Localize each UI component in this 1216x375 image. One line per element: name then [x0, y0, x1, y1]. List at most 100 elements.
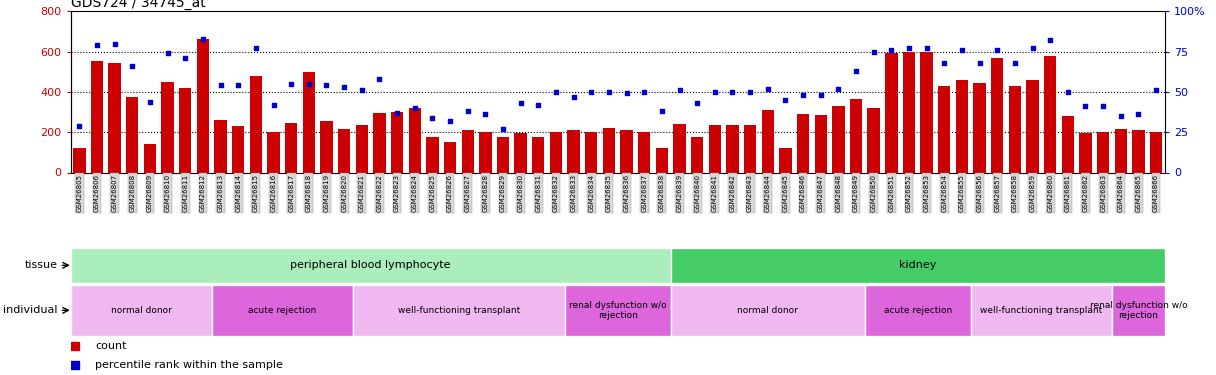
Bar: [655, 148, 668, 172]
Text: GSM26862: GSM26862: [1082, 174, 1088, 212]
Bar: [197, 39, 209, 172]
Point: [863, 49, 883, 55]
Text: GSM26866: GSM26866: [1153, 174, 1159, 212]
Point: [140, 99, 159, 105]
Text: renal dysfunction w/o
rejection: renal dysfunction w/o rejection: [569, 301, 666, 320]
Bar: [73, 148, 85, 172]
Bar: [126, 97, 139, 172]
Bar: [1150, 132, 1162, 172]
Text: GSM26817: GSM26817: [288, 174, 294, 212]
Point: [758, 86, 777, 92]
Bar: [338, 129, 350, 173]
Text: GSM26837: GSM26837: [641, 174, 647, 212]
Text: GSM26829: GSM26829: [500, 174, 506, 212]
Point: [581, 89, 601, 95]
Text: tissue: tissue: [24, 260, 57, 270]
Text: GSM26847: GSM26847: [817, 174, 823, 212]
Point: [264, 102, 283, 108]
Text: GSM26826: GSM26826: [447, 174, 454, 212]
Bar: [249, 76, 261, 172]
Bar: [71, 285, 212, 336]
Text: GSM26838: GSM26838: [659, 174, 665, 212]
Bar: [796, 114, 809, 172]
Point: [970, 60, 990, 66]
Bar: [744, 125, 756, 172]
Text: GSM26848: GSM26848: [835, 174, 841, 212]
Text: GSM26827: GSM26827: [465, 174, 471, 212]
Bar: [550, 132, 562, 172]
Bar: [1026, 80, 1038, 172]
Point: [229, 82, 248, 88]
Bar: [353, 285, 564, 336]
Text: GSM26849: GSM26849: [854, 174, 858, 212]
Point: [1147, 87, 1166, 93]
Point: [423, 115, 443, 121]
Point: [1093, 104, 1113, 110]
Bar: [865, 285, 970, 336]
Point: [1006, 60, 1025, 66]
Bar: [514, 133, 527, 172]
Bar: [179, 88, 191, 172]
Bar: [303, 72, 315, 172]
Bar: [674, 124, 686, 172]
Text: GSM26812: GSM26812: [199, 174, 206, 212]
Bar: [991, 58, 1003, 172]
Bar: [71, 248, 671, 283]
Text: GSM26836: GSM26836: [624, 174, 630, 212]
Text: GSM26811: GSM26811: [182, 174, 188, 212]
Text: GSM26808: GSM26808: [129, 174, 135, 212]
Point: [1111, 113, 1131, 119]
Text: GSM26813: GSM26813: [218, 174, 224, 212]
Point: [546, 89, 565, 95]
Bar: [603, 128, 615, 172]
Text: GSM26821: GSM26821: [359, 174, 365, 212]
Text: well-functioning transplant: well-functioning transplant: [980, 306, 1103, 315]
Point: [246, 45, 265, 51]
Text: peripheral blood lymphocyte: peripheral blood lymphocyte: [291, 260, 451, 270]
Point: [158, 50, 178, 56]
Text: GSM26855: GSM26855: [959, 174, 966, 212]
Text: GSM26852: GSM26852: [906, 174, 912, 212]
Point: [388, 110, 407, 116]
Text: GSM26832: GSM26832: [553, 174, 559, 212]
Bar: [390, 112, 404, 172]
Text: GSM26839: GSM26839: [676, 174, 682, 212]
Bar: [867, 108, 880, 172]
Text: GSM26805: GSM26805: [77, 174, 83, 212]
Point: [670, 87, 689, 93]
Bar: [1062, 116, 1074, 172]
Text: GSM26810: GSM26810: [164, 174, 170, 212]
Point: [1041, 37, 1060, 43]
Point: [69, 123, 89, 129]
Point: [811, 92, 831, 98]
Point: [475, 111, 495, 117]
Point: [175, 55, 195, 61]
Text: GSM26844: GSM26844: [765, 174, 771, 212]
Point: [281, 81, 300, 87]
Text: GSM26846: GSM26846: [800, 174, 806, 212]
Bar: [1080, 133, 1092, 172]
Point: [1023, 45, 1042, 51]
Text: GSM26833: GSM26833: [570, 174, 576, 212]
Bar: [885, 53, 897, 172]
Bar: [232, 126, 244, 172]
Bar: [497, 137, 510, 172]
Text: GSM26807: GSM26807: [112, 174, 118, 212]
Text: GSM26825: GSM26825: [429, 174, 435, 212]
Point: [1076, 104, 1096, 110]
Point: [353, 87, 372, 93]
Bar: [462, 130, 474, 172]
Bar: [671, 248, 1165, 283]
Bar: [533, 137, 545, 172]
Text: GSM26831: GSM26831: [535, 174, 541, 212]
Text: GSM26822: GSM26822: [377, 174, 382, 212]
Text: GSM26865: GSM26865: [1136, 174, 1142, 212]
Bar: [726, 125, 738, 172]
Point: [846, 68, 866, 74]
Point: [599, 89, 619, 95]
Text: individual: individual: [2, 305, 57, 315]
Text: GSM26841: GSM26841: [711, 174, 717, 212]
Bar: [143, 144, 156, 172]
Point: [705, 89, 725, 95]
Bar: [564, 285, 671, 336]
